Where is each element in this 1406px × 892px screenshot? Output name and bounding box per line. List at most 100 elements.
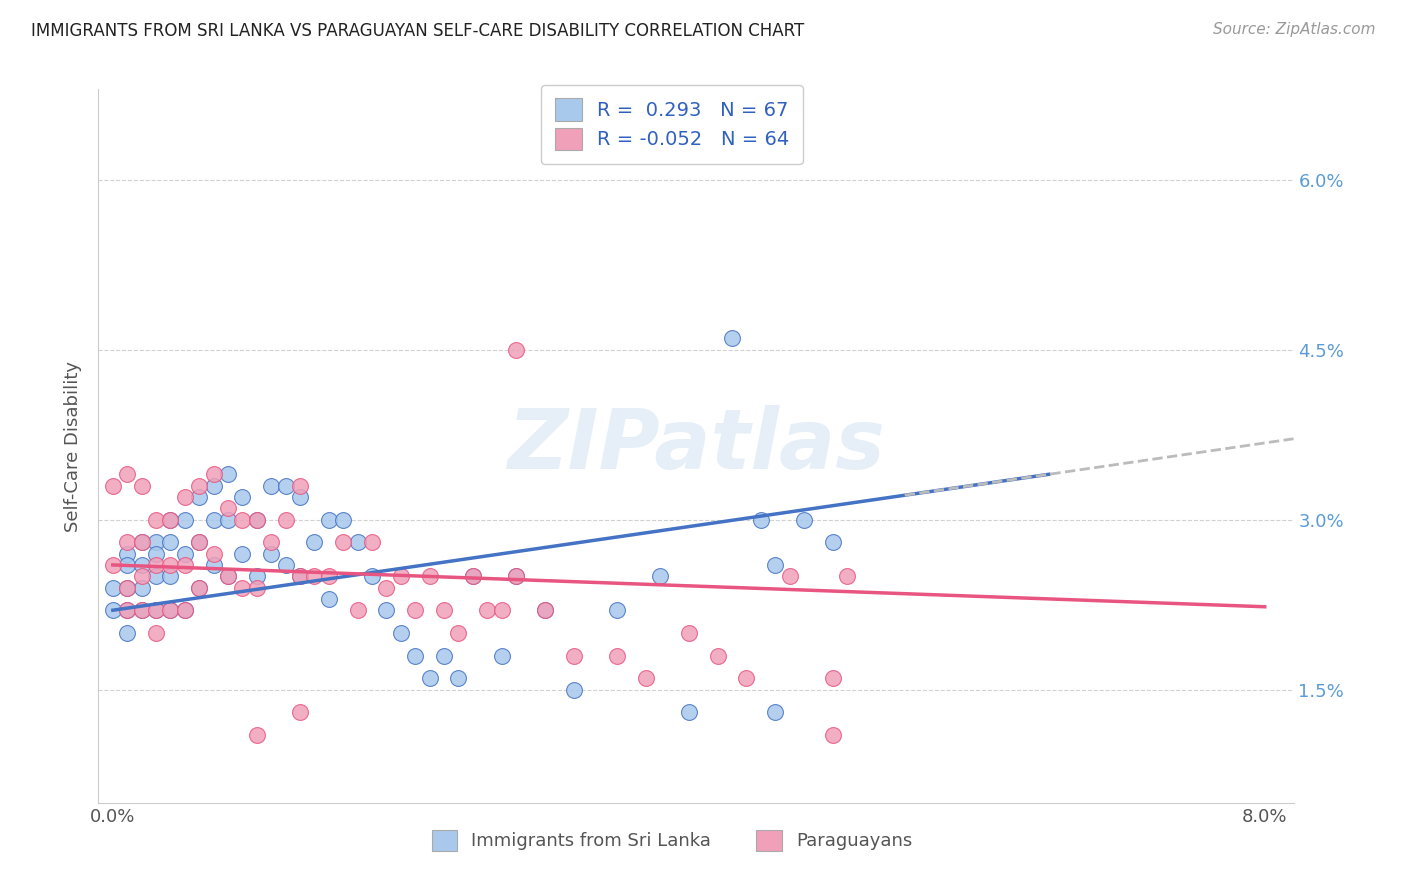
Point xyxy=(101,558,124,572)
Point xyxy=(115,581,138,595)
Point xyxy=(188,535,211,549)
Point xyxy=(288,705,311,719)
Point xyxy=(505,569,527,583)
Point xyxy=(779,569,801,583)
Point xyxy=(477,603,499,617)
Point xyxy=(115,603,138,617)
Point xyxy=(375,603,398,617)
Point xyxy=(159,558,181,572)
Point xyxy=(433,603,456,617)
Point xyxy=(304,569,326,583)
Point xyxy=(749,513,772,527)
Point xyxy=(562,682,585,697)
Point xyxy=(115,581,138,595)
Point xyxy=(217,501,239,516)
Point xyxy=(145,513,167,527)
Point xyxy=(246,581,269,595)
Point xyxy=(115,626,138,640)
Point xyxy=(389,626,412,640)
Point xyxy=(131,535,153,549)
Point xyxy=(173,490,195,504)
Point xyxy=(821,728,844,742)
Point xyxy=(188,490,211,504)
Point xyxy=(447,626,470,640)
Point xyxy=(260,535,283,549)
Point xyxy=(131,581,153,595)
Point xyxy=(159,513,181,527)
Point xyxy=(131,535,153,549)
Point xyxy=(491,603,513,617)
Point xyxy=(188,478,211,492)
Point xyxy=(274,558,297,572)
Point xyxy=(246,569,269,583)
Point xyxy=(202,547,225,561)
Point xyxy=(821,671,844,685)
Point xyxy=(217,513,239,527)
Point xyxy=(202,558,225,572)
Point xyxy=(721,331,744,345)
Point xyxy=(447,671,470,685)
Point xyxy=(433,648,456,663)
Point xyxy=(131,569,153,583)
Point xyxy=(159,569,181,583)
Point xyxy=(606,648,628,663)
Point xyxy=(419,569,441,583)
Point xyxy=(505,343,527,357)
Point xyxy=(389,569,412,583)
Point xyxy=(318,513,340,527)
Point xyxy=(217,569,239,583)
Text: ZIPatlas: ZIPatlas xyxy=(508,406,884,486)
Point xyxy=(202,467,225,482)
Point xyxy=(288,569,311,583)
Point xyxy=(346,535,368,549)
Point xyxy=(404,648,426,663)
Point xyxy=(159,513,181,527)
Point xyxy=(145,569,167,583)
Point xyxy=(202,513,225,527)
Point xyxy=(188,581,211,595)
Point xyxy=(173,603,195,617)
Point xyxy=(145,603,167,617)
Point xyxy=(533,603,555,617)
Point xyxy=(231,581,253,595)
Point xyxy=(318,569,340,583)
Point xyxy=(145,603,167,617)
Point xyxy=(115,467,138,482)
Point xyxy=(173,513,195,527)
Point xyxy=(763,705,786,719)
Point xyxy=(159,535,181,549)
Point xyxy=(173,558,195,572)
Point xyxy=(461,569,484,583)
Point xyxy=(145,535,167,549)
Point xyxy=(101,478,124,492)
Point xyxy=(346,603,368,617)
Point xyxy=(763,558,786,572)
Point xyxy=(634,671,657,685)
Point xyxy=(648,569,671,583)
Point xyxy=(332,535,354,549)
Point xyxy=(188,581,211,595)
Text: IMMIGRANTS FROM SRI LANKA VS PARAGUAYAN SELF-CARE DISABILITY CORRELATION CHART: IMMIGRANTS FROM SRI LANKA VS PARAGUAYAN … xyxy=(31,22,804,40)
Point xyxy=(837,569,859,583)
Text: Source: ZipAtlas.com: Source: ZipAtlas.com xyxy=(1212,22,1375,37)
Point xyxy=(491,648,513,663)
Point xyxy=(131,603,153,617)
Point xyxy=(246,513,269,527)
Point xyxy=(304,535,326,549)
Point xyxy=(101,581,124,595)
Point xyxy=(706,648,728,663)
Point xyxy=(131,558,153,572)
Point xyxy=(260,478,283,492)
Point xyxy=(332,513,354,527)
Point xyxy=(246,513,269,527)
Point xyxy=(131,478,153,492)
Point xyxy=(115,547,138,561)
Point xyxy=(274,478,297,492)
Point xyxy=(217,467,239,482)
Point xyxy=(246,728,269,742)
Point xyxy=(115,535,138,549)
Point xyxy=(375,581,398,595)
Point xyxy=(606,603,628,617)
Point xyxy=(735,671,758,685)
Point xyxy=(678,705,700,719)
